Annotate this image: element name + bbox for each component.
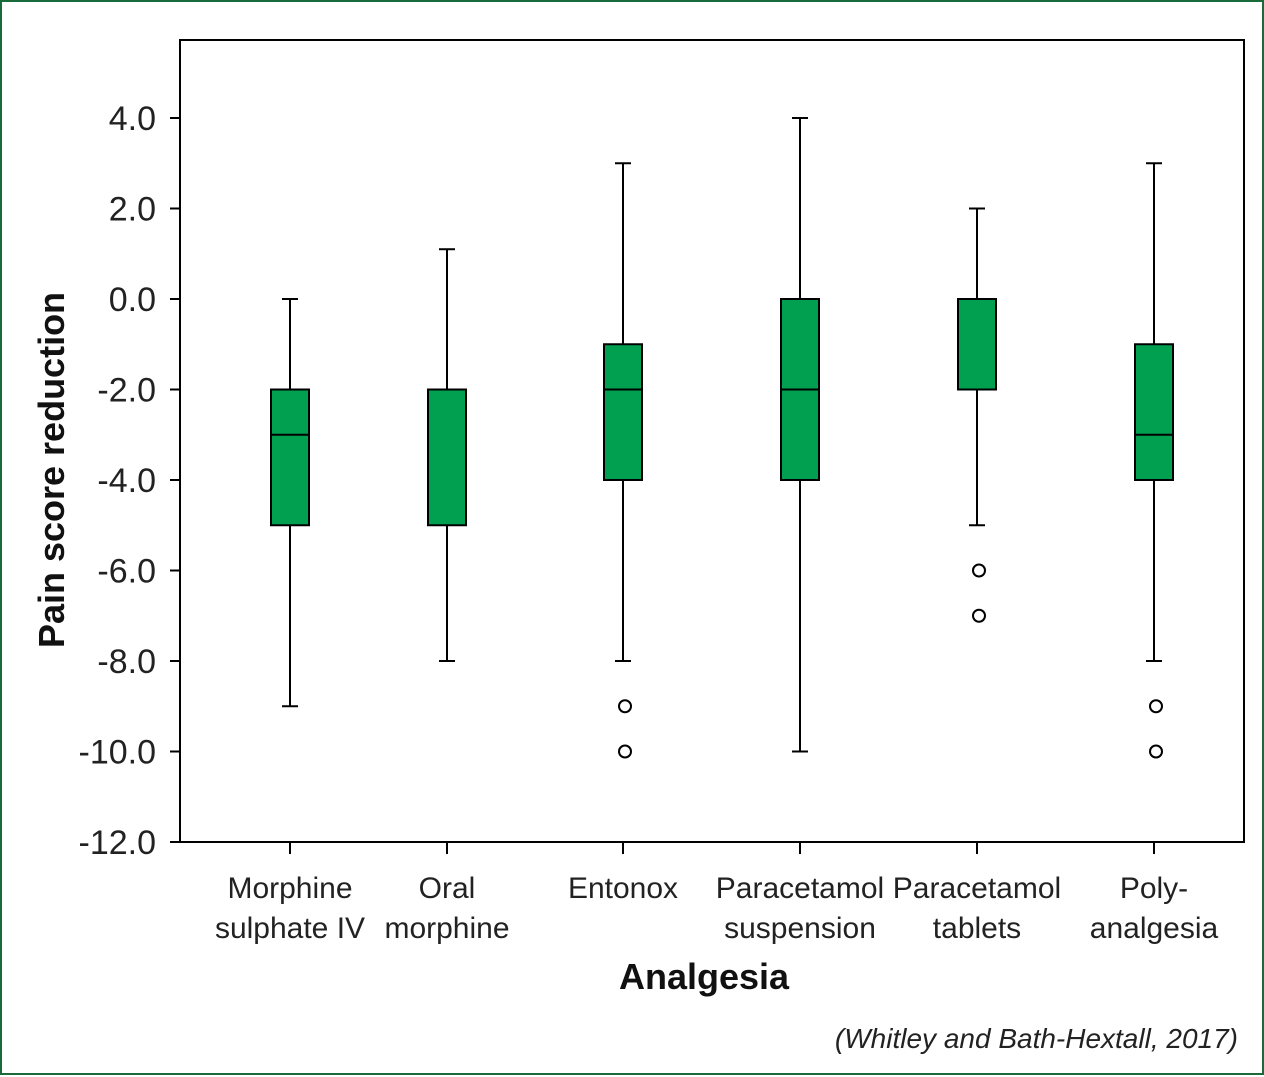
x-category-label: suspension <box>724 912 876 945</box>
y-tick-label: 4.0 <box>109 100 156 138</box>
y-tick-label: 0.0 <box>109 281 156 319</box>
x-axis: Morphine sulphate IV Oral morphine Entonox Pa… <box>215 842 1219 945</box>
x-axis-title: Analgesia <box>619 956 790 997</box>
box-series <box>270 117 1174 759</box>
source-citation: (Whitley and Bath-Hextall, 2017) <box>835 1023 1238 1054</box>
outlier-point <box>618 744 632 759</box>
box-group <box>427 248 467 662</box>
box-group <box>603 162 643 759</box>
x-category-label: Morphine <box>227 872 352 905</box>
iqr-box <box>1134 343 1174 481</box>
y-tick-label: 2.0 <box>109 191 156 229</box>
outlier-point <box>618 699 632 714</box>
x-category-label: Poly- <box>1120 872 1188 905</box>
y-axis: 4.0 2.0 0.0 -2.0 -4.0 -6.0 -8.0 -10.0 -12.0 <box>79 100 180 862</box>
box-group <box>957 207 997 623</box>
y-tick-label: -2.0 <box>97 372 156 410</box>
x-category-label: sulphate IV <box>215 912 365 945</box>
y-tick-label: -4.0 <box>97 462 156 500</box>
iqr-box <box>957 298 997 391</box>
y-tick-label: -8.0 <box>97 643 156 681</box>
iqr-box <box>603 343 643 481</box>
outlier-point <box>972 563 986 578</box>
x-category-label: Entonox <box>568 872 678 905</box>
box-group <box>1134 162 1174 759</box>
outlier-point <box>972 608 986 623</box>
x-category-label: analgesia <box>1090 912 1219 945</box>
y-axis-title: Pain score reduction <box>31 292 72 648</box>
y-tick-label: -10.0 <box>79 734 157 772</box>
box-group <box>270 298 310 708</box>
x-category-label: Oral <box>419 872 476 905</box>
x-category-label: morphine <box>384 912 509 945</box>
outlier-point <box>1149 699 1163 714</box>
x-category-label: Paracetamol <box>716 872 884 905</box>
plot-area-frame <box>179 39 1245 843</box>
y-tick-label: -6.0 <box>97 553 156 591</box>
outlier-point <box>1149 744 1163 759</box>
y-tick-label: -12.0 <box>79 824 157 862</box>
x-category-label: Paracetamol <box>893 872 1061 905</box>
iqr-box <box>270 388 310 527</box>
x-category-label: tablets <box>933 912 1021 945</box>
box-group <box>780 117 820 753</box>
iqr-box <box>427 388 467 527</box>
